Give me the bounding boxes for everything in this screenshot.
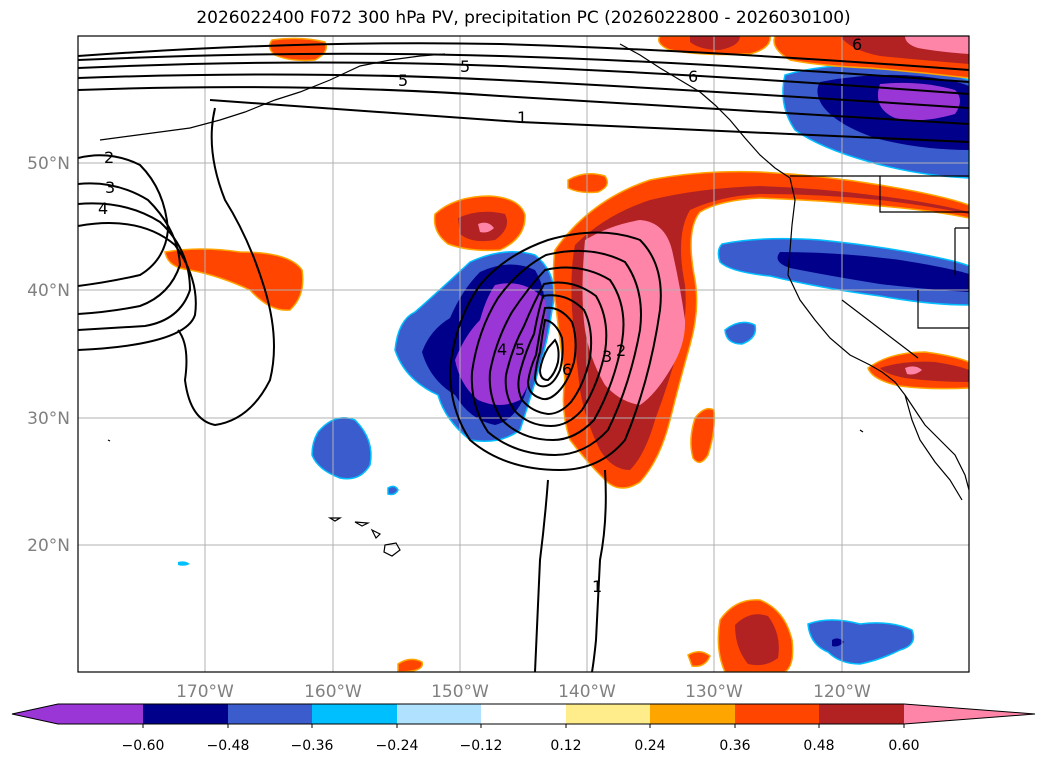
lat-label: 50°N [27,154,70,174]
contour-label: 2 [104,148,114,167]
colorbar-segment [397,704,481,724]
lon-label: 140°W [558,682,616,702]
contour-label: 6 [562,360,572,379]
contour-label: 6 [688,67,698,86]
colorbar-extend-left [12,704,58,724]
map-frame [77,35,970,673]
colorbar-segment [312,704,397,724]
colorbar-segment [650,704,735,724]
colorbar-tick-label: 0.48 [803,738,834,754]
contour-label: 4 [497,340,507,359]
colorbar-tick-label: −0.36 [291,738,334,754]
colorbar-segment [481,704,566,724]
colorbar-segment [819,704,904,724]
gridlines [78,36,969,672]
contour-label: 5 [515,340,525,359]
lon-label: 130°W [685,682,743,702]
colorbar: −0.60 −0.48 −0.36 −0.24 −0.12 0.12 0.24 … [11,703,1036,754]
colorbar-tick-label: 0.36 [719,738,750,754]
map-area: 2 3 4 5 5 1 6 6 5 4 3 2 6 1 [78,35,969,672]
lat-labels: 50°N 40°N 30°N 20°N [27,154,70,556]
map-title: 2026022400 F072 300 hPa PV, precipitatio… [196,8,851,28]
coastlines [99,43,969,557]
lon-label: 170°W [176,682,234,702]
colorbar-segment [228,704,312,724]
lat-label: 20°N [27,536,70,556]
colorbar-tick-label: −0.12 [460,738,503,754]
colorbar-tick-label: 0.60 [888,738,919,754]
contour-label: 5 [460,57,470,76]
colorbar-tick-label: 0.24 [634,738,665,754]
lat-label: 40°N [27,281,70,301]
colorbar-tick-label: −0.24 [376,738,419,754]
colorbar-segment [566,704,650,724]
colorbar-tick-label: −0.60 [122,738,165,754]
contour-label: 1 [592,577,602,596]
lat-label: 30°N [27,409,70,429]
contour-label: 2 [616,341,626,360]
lon-label: 160°W [304,682,362,702]
colorbar-segment [58,704,143,724]
contour-label: 1 [517,108,527,127]
contour-label: 6 [852,35,862,54]
colorbar-segment [735,704,819,724]
cutoff-low-contours [448,231,662,472]
contour-label: 3 [105,178,115,197]
colorbar-tick-label: 0.12 [550,738,581,754]
lon-label: 120°W [813,682,871,702]
colorbar-segment [143,704,228,724]
pv-contours [78,42,969,672]
contour-label: 5 [398,71,408,90]
contour-labels: 2 3 4 5 5 1 6 6 5 4 3 2 6 1 [98,35,862,596]
lon-label: 150°W [431,682,489,702]
precipitation-shading [164,36,969,672]
colorbar-tick-label: −0.48 [207,738,250,754]
contour-label: 4 [98,199,108,218]
contour-label: 3 [602,347,612,366]
lon-labels: 170°W 160°W 150°W 140°W 130°W 120°W [176,682,871,702]
colorbar-extend-right [904,704,1035,724]
